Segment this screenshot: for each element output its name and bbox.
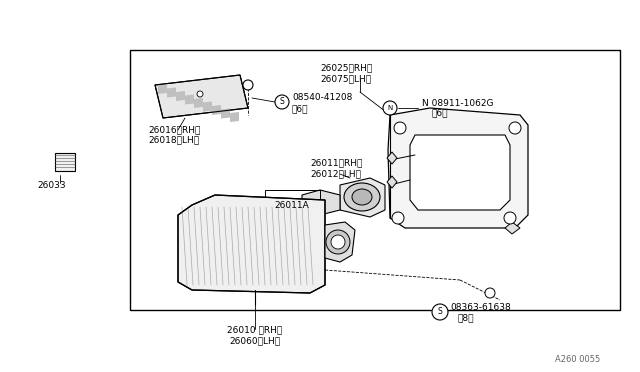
Ellipse shape bbox=[331, 235, 345, 249]
Polygon shape bbox=[167, 87, 176, 97]
Ellipse shape bbox=[352, 189, 372, 205]
Ellipse shape bbox=[326, 230, 350, 254]
Ellipse shape bbox=[243, 80, 253, 90]
Text: N: N bbox=[387, 105, 392, 111]
Ellipse shape bbox=[344, 183, 380, 211]
Text: 26033: 26033 bbox=[38, 180, 67, 189]
Polygon shape bbox=[505, 222, 520, 234]
Polygon shape bbox=[155, 75, 248, 118]
Text: S: S bbox=[280, 97, 284, 106]
Ellipse shape bbox=[432, 304, 448, 320]
Bar bbox=[265, 190, 320, 220]
Text: 26016〈RH〉: 26016〈RH〉 bbox=[148, 125, 200, 135]
Text: S: S bbox=[438, 308, 442, 317]
Bar bbox=[130, 50, 620, 310]
Ellipse shape bbox=[275, 95, 289, 109]
Text: 26018〈LH〉: 26018〈LH〉 bbox=[148, 135, 199, 144]
Ellipse shape bbox=[383, 101, 397, 115]
Polygon shape bbox=[203, 102, 212, 112]
Polygon shape bbox=[388, 108, 528, 228]
Text: 26011〈RH〉: 26011〈RH〉 bbox=[310, 158, 362, 167]
Text: 〈8〉: 〈8〉 bbox=[458, 314, 474, 323]
Text: 08540-41208: 08540-41208 bbox=[292, 93, 353, 103]
Polygon shape bbox=[230, 112, 239, 122]
Text: 26010 〈RH〉: 26010 〈RH〉 bbox=[227, 326, 283, 334]
Polygon shape bbox=[302, 190, 340, 215]
Polygon shape bbox=[387, 176, 397, 188]
Polygon shape bbox=[185, 94, 194, 105]
Polygon shape bbox=[176, 91, 185, 101]
Text: A260 0055: A260 0055 bbox=[555, 356, 600, 365]
Polygon shape bbox=[410, 135, 510, 210]
Text: 〈6〉: 〈6〉 bbox=[292, 105, 308, 113]
Text: 26011A: 26011A bbox=[275, 201, 309, 209]
Polygon shape bbox=[221, 109, 230, 119]
Ellipse shape bbox=[504, 212, 516, 224]
Text: 26060〈LH〉: 26060〈LH〉 bbox=[229, 337, 280, 346]
Polygon shape bbox=[178, 195, 325, 293]
Ellipse shape bbox=[485, 288, 495, 298]
Polygon shape bbox=[325, 222, 355, 262]
Text: 26075〈LH〉: 26075〈LH〉 bbox=[320, 74, 371, 83]
Polygon shape bbox=[194, 98, 203, 108]
Polygon shape bbox=[387, 152, 397, 164]
Bar bbox=[55, 153, 75, 171]
Text: 08363-61638: 08363-61638 bbox=[450, 302, 511, 311]
Text: 〈6〉: 〈6〉 bbox=[432, 109, 449, 118]
Polygon shape bbox=[212, 105, 221, 115]
Text: 26012〈LH〉: 26012〈LH〉 bbox=[310, 170, 361, 179]
Text: 26025〈RH〉: 26025〈RH〉 bbox=[320, 64, 372, 73]
Text: N 08911-1062G: N 08911-1062G bbox=[422, 99, 493, 108]
Ellipse shape bbox=[509, 122, 521, 134]
Ellipse shape bbox=[394, 122, 406, 134]
Ellipse shape bbox=[197, 91, 203, 97]
Polygon shape bbox=[340, 178, 385, 217]
Polygon shape bbox=[158, 84, 167, 94]
Ellipse shape bbox=[392, 212, 404, 224]
